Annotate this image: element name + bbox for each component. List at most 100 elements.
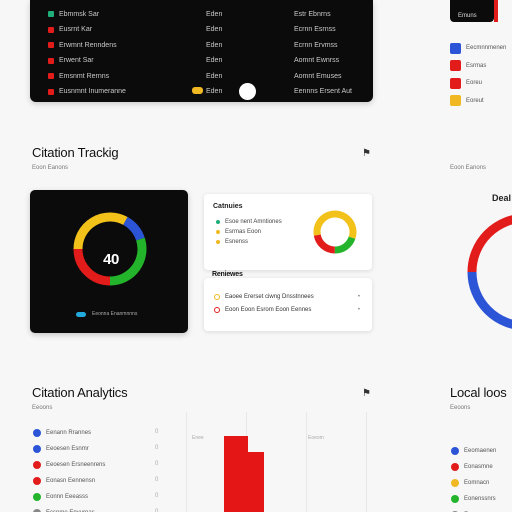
review-line[interactable]: Eaoee Ererset ciwng Dnsstnnees (214, 294, 314, 300)
mini-donut-chart (313, 210, 357, 254)
list-item-label: Eoreu (466, 80, 483, 86)
analytics-item[interactable]: Ecsnme Envurnas (33, 507, 95, 512)
table-row[interactable]: Emsnmt Rernns Eden Aomnt Emuses (30, 68, 373, 84)
legend-swatch (450, 42, 461, 54)
categories-card[interactable]: Catnuies Esoe nent Amntiones Esrmas Eoon E… (204, 194, 372, 270)
local-subtitle: Eeoons (450, 405, 471, 411)
category-line[interactable]: Esrmas Eoon (216, 229, 261, 235)
local-label: Eonasmne (464, 463, 493, 470)
analytics-item[interactable]: Eeoesen Esnmr (33, 443, 89, 454)
table-row[interactable]: Eusrnt Kar Eden Ecrnn Esrnss (30, 22, 373, 38)
list-item[interactable]: Eoreu (450, 77, 482, 89)
local-title: Local loos (450, 385, 507, 400)
analytics-label: Eonasn Eennensn (46, 477, 96, 484)
axis-label: Eoeom (308, 435, 324, 441)
row-name: Eusrnt Kar (59, 26, 93, 33)
analytics-item[interactable]: Eonasn Eennensn (33, 475, 95, 486)
donut-segment-yellow[interactable] (73, 212, 128, 250)
legend-swatch (450, 60, 461, 71)
review-text: Eoon Eoon Esrom Eoon Eennes (225, 307, 312, 313)
local-item[interactable]: Eonasmne (451, 461, 493, 472)
analytics-dot (33, 476, 41, 485)
status-dot (48, 73, 54, 79)
local-dot (451, 494, 459, 503)
bar[interactable] (248, 452, 264, 512)
status-dot (48, 11, 54, 17)
local-item[interactable]: Eeomaenen (451, 445, 496, 456)
bar[interactable] (224, 436, 248, 512)
right-donut-segment-red[interactable] (467, 215, 512, 273)
row-col2: Eden (206, 10, 223, 18)
analytics-label: Ecsnme Envurnas (46, 510, 95, 512)
analytics-label: Eeoesen Ersneenrens (46, 461, 106, 468)
toggle-switch[interactable] (76, 312, 86, 317)
donut-segment-green[interactable] (109, 237, 147, 286)
mini-donut-segment-yellow[interactable] (313, 210, 357, 239)
citation-tracking-title: Citation Trackig (32, 145, 119, 160)
donut-chart (73, 212, 147, 286)
legend-swatch (450, 95, 461, 106)
row-name: Erwmnt Renndens (59, 41, 117, 49)
row-name: Emsnmt Rernns (59, 72, 110, 80)
row-name: Eusnmnt Inumeranne (59, 88, 126, 95)
row-col3: Eennns Ersent Aut (294, 88, 352, 95)
right-donut-title: Deal (492, 193, 512, 203)
row-name: Erwent Sar (59, 57, 94, 64)
analytics-item[interactable]: Eonnn Eeeasss (33, 491, 88, 502)
right-donut-segment-blue[interactable] (467, 271, 512, 329)
donut-segment-red[interactable] (73, 248, 111, 286)
mini-donut-segment-green[interactable] (334, 236, 356, 254)
more-icon[interactable]: • (357, 307, 360, 313)
analytics-dot (33, 508, 41, 512)
local-dot (451, 510, 459, 512)
local-label: Eomnacn (464, 479, 490, 486)
status-dot (48, 42, 54, 48)
row-col3: Estr Ebnrns (294, 10, 331, 18)
analytics-item[interactable]: Eenann Rrannes (33, 427, 91, 438)
analytics-dot (33, 444, 41, 453)
reviews-card[interactable]: Eaoee Ererset ciwng Dnsstnnees • Eoon Eoon… (204, 278, 372, 331)
citation-analytics-title: Citation Analytics (32, 385, 128, 400)
analytics-label: Eonnn Eeeasss (46, 493, 89, 500)
row-col3: Aomnt Emuses (294, 72, 342, 80)
category-line[interactable]: Esoe nent Amntiones (216, 219, 282, 225)
scroll-handle[interactable] (239, 83, 256, 100)
flag-icon[interactable]: ⚑ (362, 148, 371, 159)
local-item[interactable]: Eomnacn (451, 477, 489, 488)
table-row[interactable]: Ebmmsk Sar Eden Estr Ebnrns (30, 6, 373, 22)
status-dot (48, 57, 54, 64)
table-row[interactable]: Eusnmnt Inumeranne Eden Eennns Ersent Aut (30, 84, 373, 100)
category-text: Esrmas Eoon (225, 229, 262, 235)
local-dot (451, 462, 459, 471)
legend-swatch (450, 77, 461, 89)
categories-title: Catnuies (213, 203, 243, 210)
local-item[interactable]: Eonenssnrs (451, 493, 496, 504)
category-dot (216, 240, 220, 244)
donut-card[interactable]: 40 Eeonna Enanmnnns (30, 190, 188, 333)
row-col3: Ecrnn Esrnss (294, 26, 336, 33)
category-text: Esoe nent Amntiones (225, 219, 282, 225)
list-item[interactable]: Eecmnnmenen (450, 42, 506, 54)
review-line[interactable]: Eoon Eoon Esrom Eoon Eennes (214, 307, 311, 313)
more-icon[interactable]: • (357, 294, 360, 300)
list-item[interactable]: Esrmas (450, 60, 486, 72)
category-line[interactable]: Esnenss (216, 239, 248, 245)
analytics-item[interactable]: Eeoesen Ersneenrens (33, 459, 105, 470)
list-item[interactable]: Eoreut (450, 95, 484, 107)
mini-donut-segment-red[interactable] (313, 234, 336, 254)
row-col2: Eden (206, 41, 223, 49)
analytics-value: 0 (155, 477, 159, 483)
citation-analytics-subtitle: Eeoons (32, 405, 53, 411)
table-row[interactable]: Erwmnt Renndens Eden Ecrnn Ervmss (30, 37, 373, 53)
right-top-card[interactable]: Emuns (450, 0, 512, 22)
local-label: Eonenssnrs (464, 495, 496, 502)
table-row[interactable]: Erwent Sar Eden Aomnt Ewnrss (30, 53, 373, 69)
row-col3: Ecrnn Ervmss (294, 41, 338, 49)
axis-label: Enee (192, 435, 204, 441)
row-col2: Eden (206, 57, 223, 64)
donut-segment-blue[interactable] (123, 217, 145, 241)
analytics-chart: Enee Eoeom (186, 412, 372, 512)
analytics-dot (33, 492, 41, 501)
flag-icon[interactable]: ⚑ (362, 388, 371, 399)
citation-tracking-subtitle: Eoon Eanons (32, 165, 69, 171)
